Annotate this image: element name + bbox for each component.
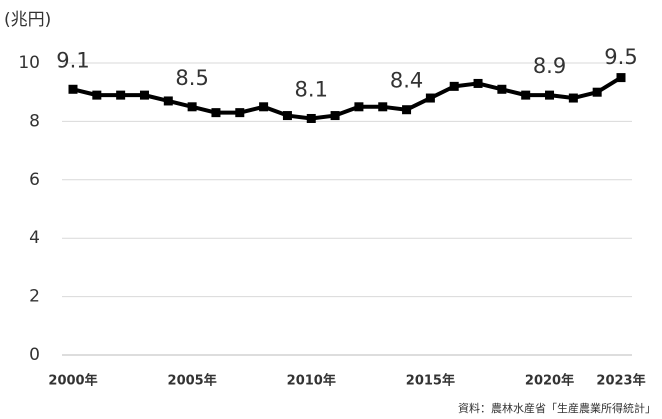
marker <box>616 73 626 83</box>
y-tick-label: 4 <box>29 228 40 248</box>
line <box>72 75 623 121</box>
y-tick-label: 8 <box>29 111 40 131</box>
marker <box>545 90 555 100</box>
data-label: 8.1 <box>295 77 328 101</box>
marker <box>211 108 221 118</box>
marker <box>568 93 578 103</box>
data-label: 9.5 <box>604 45 637 69</box>
data-label: 8.4 <box>390 69 423 93</box>
marker <box>497 84 507 94</box>
marker <box>521 90 531 100</box>
x-tick-label: 2005年 <box>168 373 217 389</box>
marker <box>259 102 269 112</box>
marker <box>473 78 483 88</box>
marker <box>187 102 197 112</box>
x-tick-label: 2015年 <box>406 373 455 389</box>
x-tick-label: 2010年 <box>287 373 336 389</box>
source-note: 資料：農林水産省「生産農業所得統計」 <box>458 401 656 415</box>
data-label: 9.1 <box>56 48 89 72</box>
x-tick-label: 2020年 <box>525 373 574 389</box>
data-label: 8.5 <box>175 66 208 90</box>
marker <box>116 90 126 100</box>
data-label: 8.9 <box>533 54 566 78</box>
marker <box>592 87 602 97</box>
marker <box>235 108 245 118</box>
marker <box>163 96 173 106</box>
marker <box>306 113 316 123</box>
marker <box>330 111 340 121</box>
y-tick-label: 10 <box>18 53 40 73</box>
marker <box>354 102 364 112</box>
y-tick-label: 0 <box>29 345 40 365</box>
x-tick-label: 2023年 <box>596 373 645 389</box>
marker <box>378 102 388 112</box>
marker <box>425 93 435 103</box>
y-tick-label: 2 <box>29 287 40 307</box>
marker <box>282 111 292 121</box>
y-tick-label: 6 <box>29 170 40 190</box>
y-axis-label: (兆円) <box>4 10 51 30</box>
marker <box>92 90 102 100</box>
x-tick-label: 2000年 <box>48 373 97 389</box>
marker <box>449 81 459 91</box>
marker <box>402 105 412 115</box>
marker <box>139 90 149 100</box>
marker <box>68 84 78 94</box>
